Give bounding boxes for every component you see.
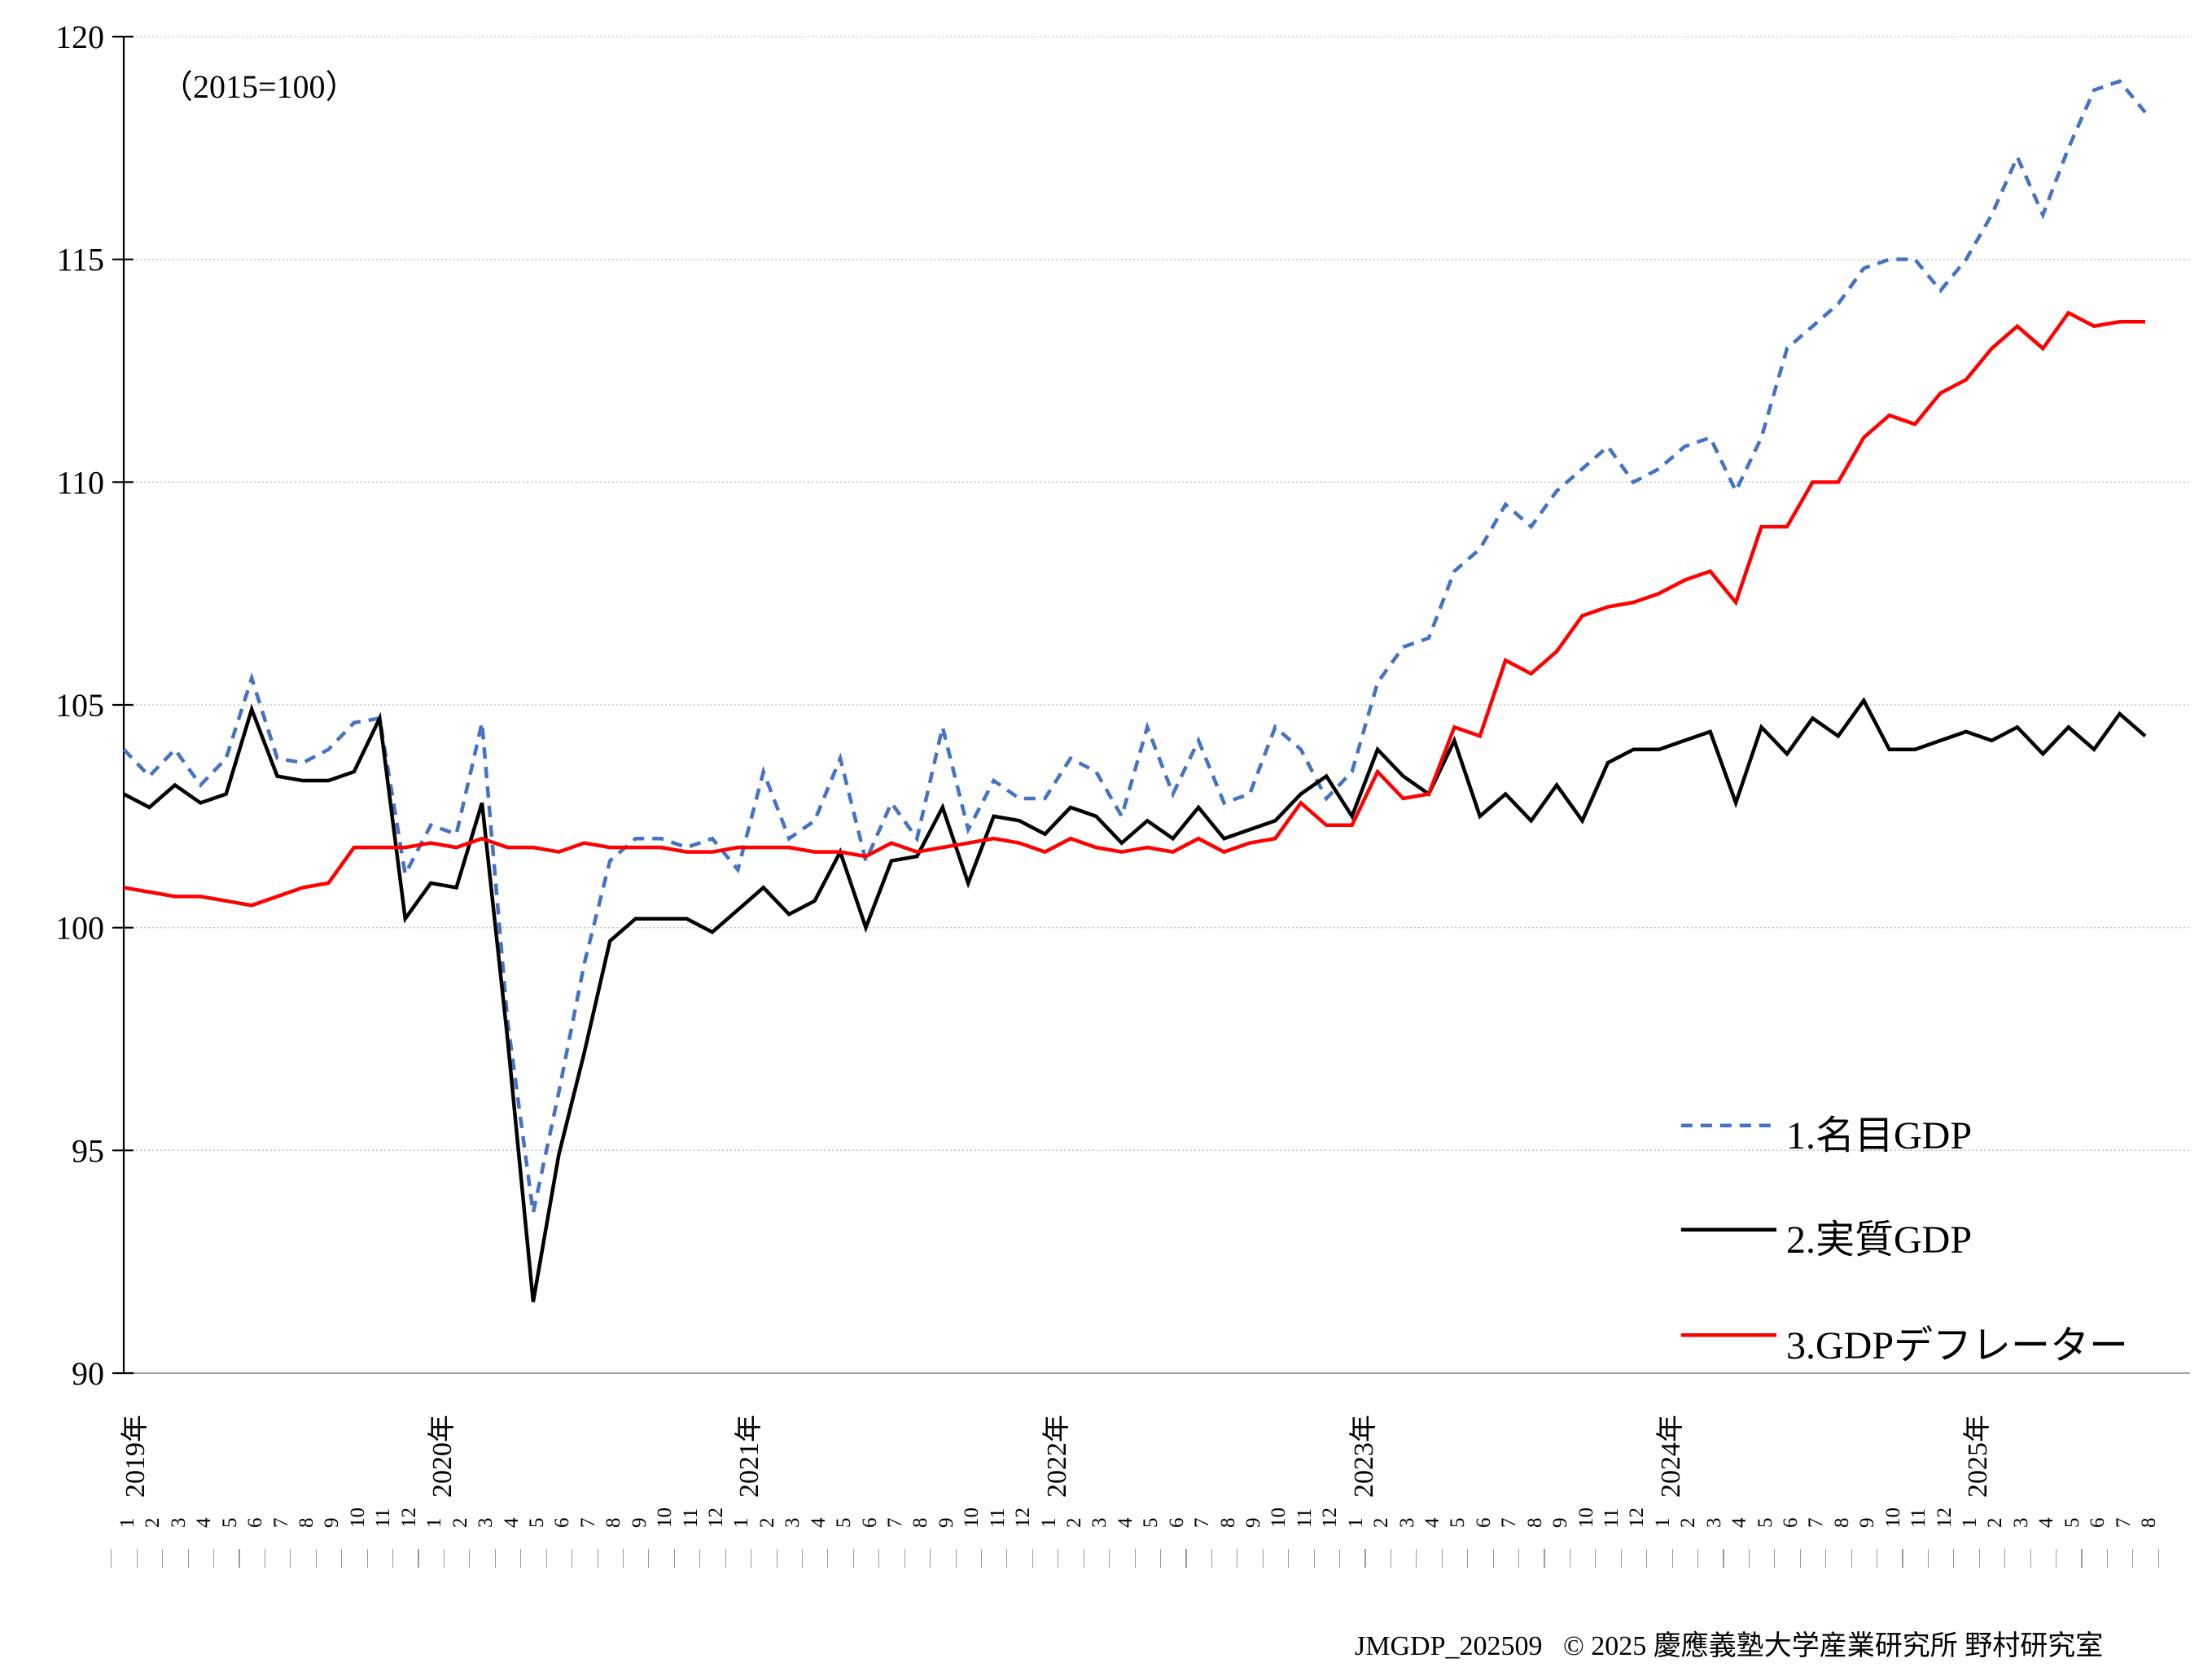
svg-text:90: 90 (72, 1355, 104, 1392)
svg-text:（2015=100）: （2015=100） (160, 68, 358, 105)
svg-text:100: 100 (55, 910, 104, 947)
svg-text:115: 115 (56, 242, 104, 278)
svg-text:120: 120 (55, 19, 104, 55)
svg-text:110: 110 (56, 464, 104, 501)
svg-text:105: 105 (55, 687, 104, 724)
svg-text:95: 95 (72, 1132, 104, 1169)
